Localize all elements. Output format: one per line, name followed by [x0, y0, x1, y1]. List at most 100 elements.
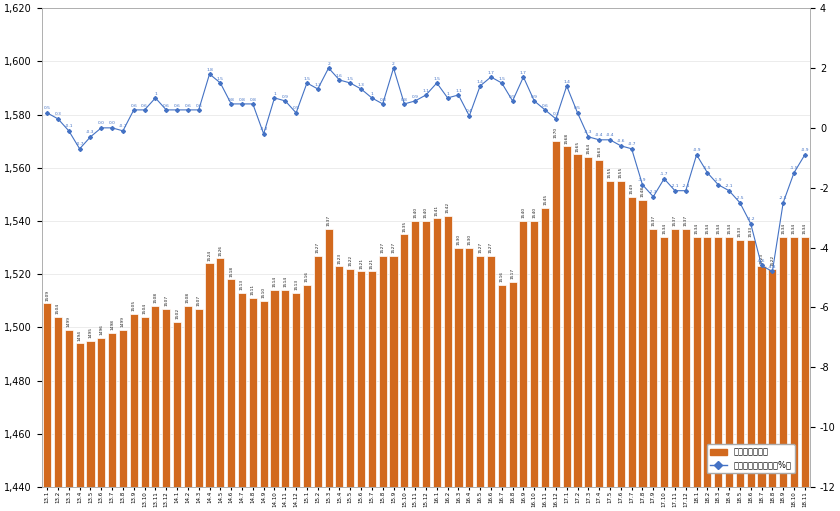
- Bar: [563, 147, 570, 487]
- Text: 2: 2: [392, 62, 395, 65]
- Text: 1514: 1514: [272, 276, 276, 287]
- Bar: [87, 341, 95, 487]
- Text: 0.6: 0.6: [174, 104, 181, 107]
- Text: 1549: 1549: [630, 183, 633, 194]
- Text: 1530: 1530: [467, 234, 471, 245]
- Text: 0.3: 0.3: [55, 112, 61, 117]
- Bar: [151, 306, 160, 487]
- Bar: [379, 256, 386, 487]
- Text: 1.4: 1.4: [476, 80, 484, 84]
- Text: 1527: 1527: [391, 242, 396, 253]
- Text: 1522: 1522: [349, 255, 352, 266]
- Text: 1516: 1516: [500, 271, 504, 282]
- Bar: [390, 256, 397, 487]
- Text: 1.1: 1.1: [423, 88, 429, 92]
- Text: 1495: 1495: [88, 327, 92, 338]
- Bar: [238, 293, 246, 487]
- Text: 1533: 1533: [738, 226, 742, 237]
- Legend: 平均時給（円）, 前年同月比増減率（%）: 平均時給（円）, 前年同月比増減率（%）: [706, 445, 795, 473]
- Text: 1526: 1526: [218, 244, 223, 256]
- Text: 1504: 1504: [56, 303, 60, 314]
- Bar: [617, 181, 625, 487]
- Text: 1537: 1537: [673, 215, 677, 226]
- Text: 1545: 1545: [543, 194, 547, 205]
- Bar: [714, 237, 722, 487]
- Text: 1.5: 1.5: [303, 77, 311, 81]
- Text: -2.3: -2.3: [649, 190, 658, 194]
- Text: 1564: 1564: [586, 143, 591, 154]
- Text: -3.2: -3.2: [747, 217, 755, 221]
- Text: 1521: 1521: [370, 258, 374, 269]
- Text: 1535: 1535: [402, 220, 407, 231]
- Text: -0.9: -0.9: [801, 148, 809, 152]
- Text: -0.4: -0.4: [595, 133, 603, 137]
- Text: 1.7: 1.7: [520, 71, 527, 75]
- Bar: [173, 322, 181, 487]
- Text: 1505: 1505: [132, 300, 136, 311]
- Text: 0.6: 0.6: [195, 104, 202, 107]
- Text: 0.6: 0.6: [141, 104, 148, 107]
- Text: 1522: 1522: [770, 255, 774, 266]
- Text: 2: 2: [328, 62, 330, 65]
- Text: 0.8: 0.8: [401, 98, 407, 102]
- Text: 1: 1: [273, 91, 276, 96]
- Bar: [595, 160, 603, 487]
- Bar: [660, 237, 668, 487]
- Text: 0.9: 0.9: [282, 95, 289, 99]
- Text: -0.6: -0.6: [617, 140, 625, 144]
- Bar: [292, 293, 300, 487]
- Text: 1523: 1523: [338, 252, 341, 264]
- Text: 1563: 1563: [597, 146, 601, 157]
- Bar: [216, 258, 224, 487]
- Text: 1: 1: [370, 91, 373, 96]
- Text: 1518: 1518: [229, 266, 234, 277]
- Text: 1534: 1534: [803, 223, 807, 234]
- Text: -2.1: -2.1: [725, 184, 733, 188]
- Text: 1509: 1509: [45, 290, 50, 301]
- Text: 1540: 1540: [413, 207, 417, 218]
- Text: 0.8: 0.8: [380, 98, 386, 102]
- Bar: [140, 317, 149, 487]
- Text: -1.7: -1.7: [660, 172, 669, 176]
- Text: 1533: 1533: [748, 226, 753, 237]
- Bar: [129, 314, 138, 487]
- Bar: [692, 237, 701, 487]
- Bar: [270, 290, 279, 487]
- Text: -2.5: -2.5: [736, 196, 744, 200]
- Text: 1530: 1530: [456, 234, 460, 245]
- Bar: [313, 256, 322, 487]
- Text: 1508: 1508: [154, 292, 157, 304]
- Bar: [682, 229, 690, 487]
- Bar: [725, 237, 733, 487]
- Text: 0.0: 0.0: [108, 122, 116, 126]
- Bar: [627, 197, 636, 487]
- Bar: [281, 290, 289, 487]
- Text: 1555: 1555: [608, 167, 612, 178]
- Text: 0.9: 0.9: [531, 95, 538, 99]
- Bar: [65, 330, 73, 487]
- Bar: [790, 237, 798, 487]
- Bar: [444, 216, 452, 487]
- Bar: [206, 264, 213, 487]
- Bar: [476, 256, 484, 487]
- Text: 1508: 1508: [186, 292, 190, 304]
- Bar: [411, 221, 419, 487]
- Text: 1548: 1548: [640, 186, 644, 197]
- Text: 1496: 1496: [99, 324, 103, 335]
- Text: -0.1: -0.1: [65, 125, 73, 128]
- Bar: [54, 317, 62, 487]
- Text: -4.8: -4.8: [768, 265, 777, 269]
- Text: 1494: 1494: [77, 330, 81, 341]
- Bar: [433, 218, 441, 487]
- Text: 1524: 1524: [207, 250, 212, 261]
- Bar: [97, 338, 105, 487]
- Text: 1507: 1507: [165, 295, 168, 306]
- Bar: [162, 309, 171, 487]
- Text: 1527: 1527: [489, 242, 493, 253]
- Bar: [43, 304, 51, 487]
- Text: -1.5: -1.5: [790, 167, 798, 170]
- Bar: [585, 157, 592, 487]
- Bar: [530, 221, 538, 487]
- Text: 1527: 1527: [316, 242, 320, 253]
- Bar: [758, 266, 765, 487]
